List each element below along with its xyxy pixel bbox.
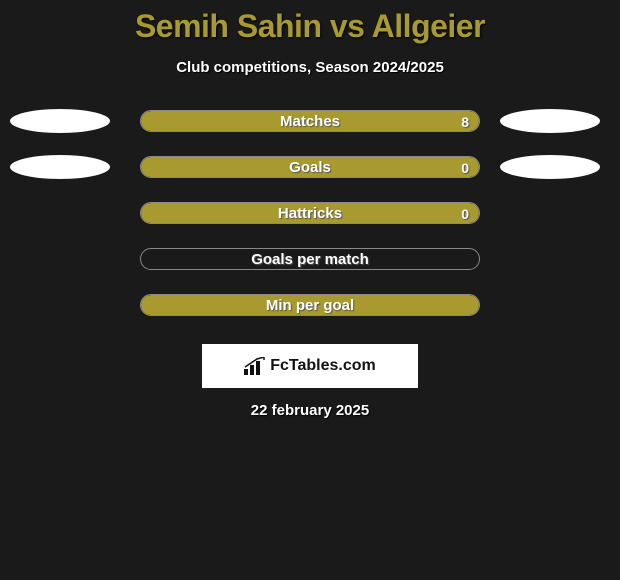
stat-bar: Goals0: [140, 156, 480, 178]
player-marker-right: [500, 155, 600, 179]
stat-row: Goals0: [0, 156, 620, 178]
stat-row: Hattricks0: [0, 202, 620, 224]
stat-bar: Goals per match: [140, 248, 480, 270]
player-marker-left: [10, 109, 110, 133]
stat-value: 0: [461, 157, 469, 178]
chart-icon: [244, 357, 266, 375]
stat-value: 8: [461, 111, 469, 132]
stat-label: Matches: [141, 111, 479, 132]
stat-bar: Hattricks0: [140, 202, 480, 224]
source-logo: FcTables.com: [202, 344, 418, 388]
comparison-infographic: Semih Sahin vs Allgeier Club competition…: [0, 0, 620, 419]
stat-label: Hattricks: [141, 203, 479, 224]
stat-label: Goals: [141, 157, 479, 178]
stat-rows: Matches8Goals0Hattricks0Goals per matchM…: [0, 110, 620, 316]
page-title: Semih Sahin vs Allgeier: [0, 8, 620, 45]
stat-bar: Matches8: [140, 110, 480, 132]
stat-row: Goals per match: [0, 248, 620, 270]
player-marker-left: [10, 155, 110, 179]
stat-value: 0: [461, 203, 469, 224]
logo-text: FcTables.com: [270, 357, 376, 375]
stat-row: Min per goal: [0, 294, 620, 316]
stat-label: Goals per match: [141, 249, 479, 270]
stat-row: Matches8: [0, 110, 620, 132]
stat-label: Min per goal: [141, 295, 479, 316]
player-marker-right: [500, 109, 600, 133]
subtitle: Club competitions, Season 2024/2025: [0, 59, 620, 76]
date-label: 22 february 2025: [0, 402, 620, 419]
stat-bar: Min per goal: [140, 294, 480, 316]
